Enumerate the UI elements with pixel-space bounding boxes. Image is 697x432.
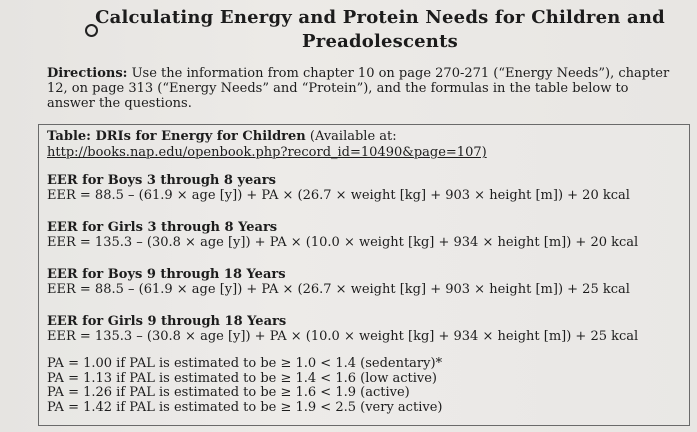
eer-heading: EER for Boys 9 through 18 Years (47, 267, 286, 282)
directions-text: Use the information from chapter 10 on p… (47, 66, 670, 111)
eer-section-boys-9-18: EER for Boys 9 through 18 Years EER = 88… (47, 267, 667, 297)
directions-paragraph: Directions: Use the information from cha… (47, 66, 677, 111)
eer-section-girls-9-18: EER for Girls 9 through 18 Years EER = 1… (47, 314, 667, 344)
eer-section-boys-3-8: EER for Boys 3 through 8 years EER = 88.… (47, 173, 667, 203)
eer-heading: EER for Girls 9 through 18 Years (47, 314, 287, 329)
pa-line: PA = 1.00 if PAL is estimated to be ≥ 1.… (47, 356, 443, 371)
pa-list: PA = 1.00 if PAL is estimated to be ≥ 1.… (47, 356, 667, 415)
dri-table: Table: DRIs for Energy for Children (Ava… (38, 124, 690, 426)
pa-line: PA = 1.13 if PAL is estimated to be ≥ 1.… (47, 370, 437, 386)
pa-line: PA = 1.26 if PAL is estimated to be ≥ 1.… (47, 385, 410, 400)
table-label: Table: DRIs for Energy for Children (47, 129, 306, 144)
punch-hole-icon (85, 24, 98, 37)
table-available-text: (Available at: (309, 129, 397, 144)
eer-heading: EER for Boys 3 through 8 years (47, 173, 276, 188)
directions-label: Directions: (47, 66, 128, 81)
title-line-1: Calculating Energy and Protein Needs for… (95, 7, 665, 28)
eer-heading: EER for Girls 3 through 8 Years (47, 220, 278, 235)
table-source-link[interactable]: http://books.nap.edu/openbook.php?record… (47, 145, 487, 160)
pa-line: PA = 1.42 if PAL is estimated to be ≥ 1.… (47, 399, 443, 415)
table-header: Table: DRIs for Energy for Children (Ava… (47, 129, 667, 161)
eer-formula: EER = 135.3 – (30.8 × age [y]) + PA × (1… (47, 329, 639, 344)
page-title: Calculating Energy and Protein Needs for… (80, 6, 680, 54)
eer-formula: EER = 88.5 – (61.9 × age [y]) + PA × (26… (47, 282, 630, 297)
title-line-2: Preadolescents (302, 31, 458, 52)
eer-section-girls-3-8: EER for Girls 3 through 8 Years EER = 13… (47, 220, 667, 250)
eer-formula: EER = 135.3 – (30.8 × age [y]) + PA × (1… (47, 235, 639, 250)
eer-formula: EER = 88.5 – (61.9 × age [y]) + PA × (26… (47, 188, 630, 203)
